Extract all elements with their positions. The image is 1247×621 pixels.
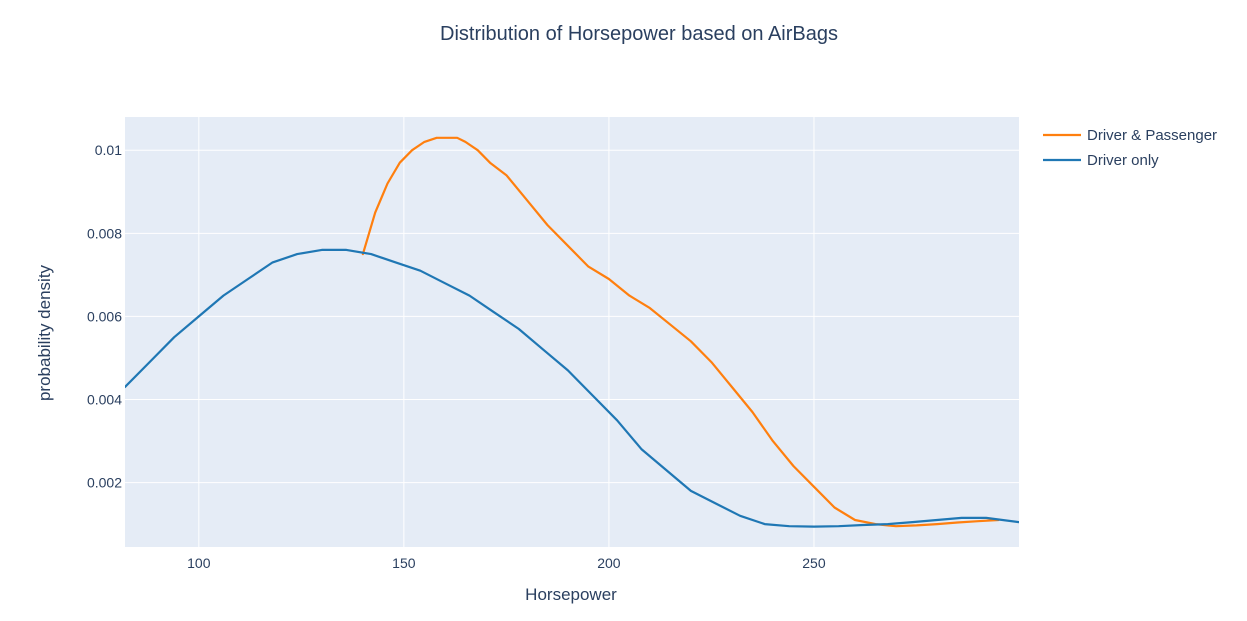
y-tick-label: 0.006 <box>87 308 122 324</box>
x-tick-label: 150 <box>392 555 416 571</box>
y-axis-title: probability density <box>35 264 54 401</box>
y-tick-label: 0.004 <box>87 392 122 408</box>
legend-label: Driver & Passenger <box>1087 127 1217 144</box>
series-lines <box>125 136 1019 528</box>
plot-area <box>125 117 1019 547</box>
x-tick-label: 250 <box>802 555 826 571</box>
grid <box>125 117 1019 547</box>
axis-ticks: 100 150 200 250 0.002 0.004 0.006 0.008 0.01 <box>87 142 826 571</box>
legend-item-1[interactable]: Driver & Passenger <box>1043 127 1217 144</box>
y-tick-label: 0.01 <box>95 142 122 158</box>
chart-title: Distribution of Horsepower based on AirB… <box>440 23 838 45</box>
legend-label: Driver only <box>1087 152 1159 169</box>
x-tick-label: 100 <box>187 555 211 571</box>
x-axis-title: Horsepower <box>525 585 617 604</box>
y-tick-label: 0.002 <box>87 475 122 491</box>
x-tick-label: 200 <box>597 555 621 571</box>
legend[interactable]: Driver & Passenger Driver only <box>1043 127 1217 169</box>
y-tick-label: 0.008 <box>87 225 122 241</box>
series-line-2 <box>125 248 1019 528</box>
legend-item-2[interactable]: Driver only <box>1043 152 1159 169</box>
